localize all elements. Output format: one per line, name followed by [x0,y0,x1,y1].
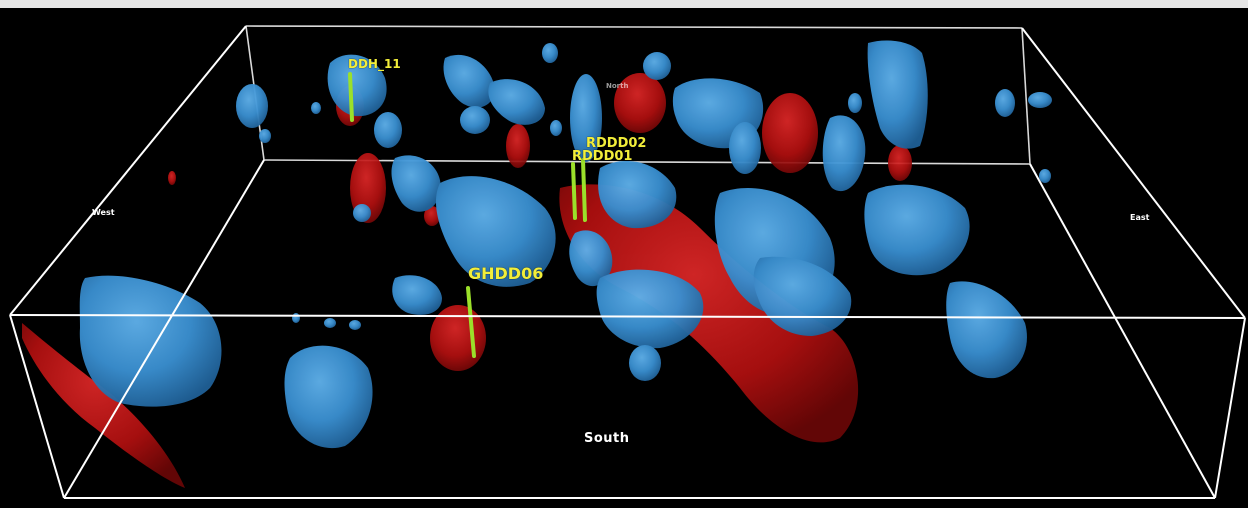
blue-body [643,52,671,80]
axis-label-south: South [584,431,630,446]
axis-label-east: East [1130,213,1150,222]
blue-body [435,176,556,287]
blue-body [284,345,373,449]
blue-body [79,275,222,407]
blue-body [292,313,300,323]
blue-body [324,318,336,328]
red-body [430,305,486,371]
low-anomaly-bodies [79,40,1052,449]
blue-body [374,112,402,148]
red-body [22,323,185,488]
blue-body [236,84,268,128]
blue-body [864,184,970,276]
blue-body [598,160,677,229]
blue-body [867,40,928,149]
blue-body [392,275,442,315]
blue-body [629,345,661,381]
blue-body [946,281,1027,379]
blue-body [1039,169,1051,183]
axis-label-north: North [606,82,629,90]
blue-body [391,155,441,212]
blue-body [542,43,558,63]
drill-hole-label-rddd02[interactable]: RDDD02 [586,136,647,151]
red-body [559,184,859,443]
blue-body [443,54,495,108]
blue-body [353,204,371,222]
drill-trace-rddd02 [581,158,587,222]
drill-traces [348,72,587,358]
red-body [424,206,440,226]
red-body [168,171,176,185]
axis-label-west: West [92,208,115,217]
blue-body [570,74,602,162]
geophysics-3d-scene[interactable] [0,8,1248,508]
3d-viewport[interactable]: DDH_11 RDDD02 RDDD01 GHDD06 South West E… [0,8,1248,508]
red-body [614,73,666,133]
blue-body [596,269,704,349]
blue-body [349,320,361,330]
blue-body [460,106,490,134]
drill-trace-ddh_11 [348,72,354,122]
blue-body [327,54,387,117]
blue-body [848,93,862,113]
box-front-edges [9,25,1246,499]
blue-body [822,115,866,192]
blue-body [259,129,271,143]
high-anomaly-bodies [22,73,912,488]
drill-trace-rddd01 [571,162,577,220]
blue-body [729,122,761,174]
blue-body [488,79,545,125]
red-body [888,145,912,181]
blue-body [311,102,321,114]
drill-hole-label-ddh_11[interactable]: DDH_11 [348,57,401,71]
blue-body [995,89,1015,117]
blue-body [569,230,613,287]
red-body [762,93,818,173]
red-body [506,124,530,168]
drill-trace-ghdd06 [466,286,476,358]
drill-hole-label-ghdd06[interactable]: GHDD06 [468,264,544,283]
blue-body [1028,92,1052,108]
blue-body [550,120,562,136]
drill-hole-label-rddd01[interactable]: RDDD01 [572,149,633,164]
